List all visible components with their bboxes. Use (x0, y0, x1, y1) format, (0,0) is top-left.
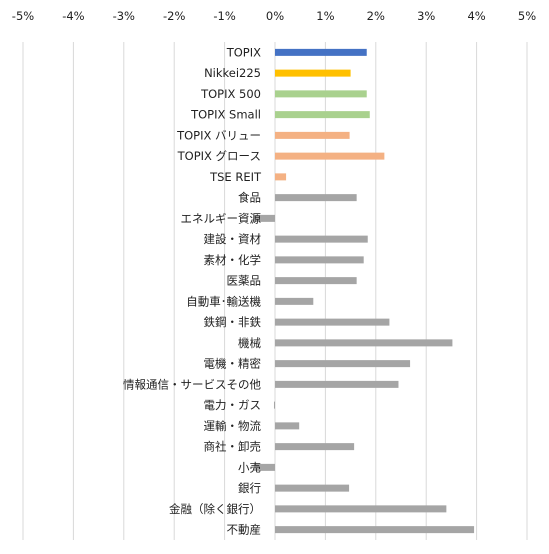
category-label: 金融（除く銀行） (169, 502, 261, 516)
bar (275, 277, 357, 285)
bar (275, 256, 364, 264)
category-label: TOPIX (226, 45, 261, 59)
bar (275, 90, 367, 98)
bar (275, 173, 287, 181)
bar (275, 131, 350, 139)
category-label: 素材・化学 (204, 253, 262, 267)
bar (275, 235, 368, 243)
x-tick-label: -5% (12, 9, 34, 23)
bar (275, 111, 370, 119)
bar (275, 422, 300, 430)
bar (275, 339, 453, 347)
x-tick-label: -1% (213, 9, 235, 23)
x-tick-label: 4% (467, 9, 485, 23)
bar (275, 318, 390, 326)
category-label: 運輸・物流 (204, 419, 262, 433)
bar (275, 69, 351, 77)
category-label: 建設・資材 (204, 232, 262, 246)
category-label: TOPIX Small (190, 108, 261, 122)
x-tick-label: 3% (417, 9, 435, 23)
bar (275, 360, 411, 368)
bar (253, 463, 275, 471)
category-label: TSE REIT (209, 170, 262, 184)
x-tick-label: -4% (62, 9, 84, 23)
x-tick-label: 1% (316, 9, 334, 23)
category-label: 機械 (238, 336, 261, 350)
x-tick-label: -2% (163, 9, 185, 23)
category-label: 小売 (238, 460, 261, 474)
x-tick-label: -3% (113, 9, 135, 23)
category-label: エネルギー資源 (181, 211, 262, 225)
x-tick-label: 5% (518, 9, 536, 23)
category-label: 不動産 (227, 523, 262, 537)
bar (275, 505, 447, 513)
bar (275, 48, 367, 56)
bars (253, 48, 475, 534)
category-label: 商社・卸売 (204, 440, 262, 454)
category-label: 電力・ガス (204, 398, 262, 412)
bar (275, 297, 314, 305)
bar (275, 443, 355, 451)
category-label: 医薬品 (227, 274, 262, 288)
bar (275, 194, 357, 202)
category-label: 銀行 (238, 481, 261, 495)
category-label: 自動車･輸送機 (186, 294, 261, 308)
category-label: 食品 (238, 191, 261, 205)
category-label: TOPIX バリュー (176, 128, 261, 142)
category-label: 電機・精密 (204, 357, 262, 371)
x-tick-label: 0% (266, 9, 284, 23)
category-label: Nikkei225 (204, 66, 261, 80)
x-tick-label: 2% (367, 9, 385, 23)
bar (275, 484, 350, 492)
category-label: TOPIX 500 (200, 87, 261, 101)
category-labels: TOPIX Nikkei225 TOPIX 500 TOPIX Small TOPIX … (123, 45, 262, 536)
gridlines (22, 42, 528, 540)
bar (253, 214, 275, 222)
x-axis-tick-labels: -5% -4% -3% -2% -1% 0% 1% 2% 3% 4% 5% (12, 9, 536, 23)
bar (275, 380, 399, 388)
category-label: 鉄鋼・非鉄 (204, 315, 262, 329)
category-label: 情報通信・サービスその他 (123, 377, 261, 391)
bar (273, 401, 275, 409)
category-label: TOPIX グロース (177, 149, 261, 163)
bar (275, 152, 385, 160)
bar (275, 526, 475, 534)
